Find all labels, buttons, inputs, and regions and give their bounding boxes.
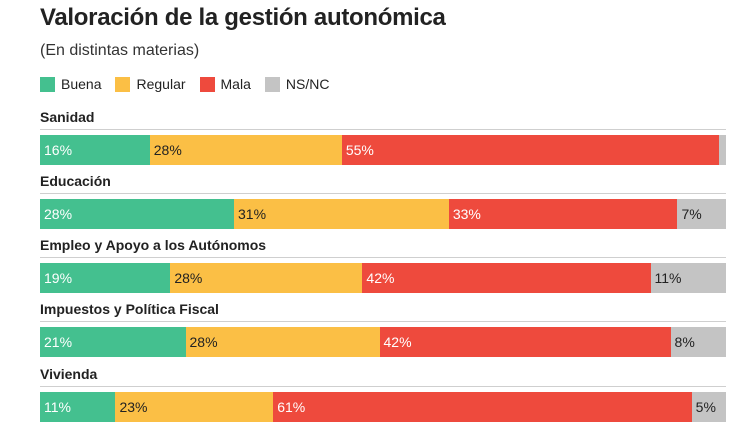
data-label: 55%	[345, 142, 374, 158]
legend-item-regular: Regular	[115, 76, 186, 92]
legend-swatch-nsnc	[264, 76, 280, 92]
row-divider	[40, 129, 726, 130]
stacked-bar: 16% 28% 55%	[40, 135, 726, 165]
bar-segment-mala: 42%	[362, 263, 651, 293]
bar-segment-buena: 21%	[40, 327, 186, 357]
data-label: 11%	[44, 399, 71, 415]
data-label: 28%	[44, 206, 73, 222]
bar-row-impuestos-y-politica-fiscal: Impuestos y Política Fiscal 21% 28% 42% 8%	[40, 300, 726, 357]
data-label: 61%	[277, 399, 306, 415]
row-divider	[40, 193, 726, 194]
data-label: 7%	[681, 206, 702, 222]
chart-title: Valoración de la gestión autonómica	[40, 4, 446, 31]
stacked-bar: 11% 23% 61% 5%	[40, 392, 726, 422]
category-label: Empleo y Apoyo a los Autónomos	[40, 237, 267, 253]
bar-segment-ns-nc: 11%	[650, 263, 726, 293]
legend-swatch-regular	[115, 76, 131, 92]
bar-segment-mala: 42%	[379, 327, 671, 357]
stacked-bar: 19% 28% 42% 11%	[40, 263, 726, 293]
bar-segment-ns-nc	[719, 135, 726, 165]
bar-row-vivienda: Vivienda 11% 23% 61% 5%	[40, 365, 726, 422]
bar-segment-regular: 28%	[185, 327, 380, 357]
bar-segment-buena: 16%	[40, 135, 150, 165]
data-label: 23%	[119, 399, 148, 415]
legend-label-buena: Buena	[61, 76, 102, 92]
data-label: 33%	[452, 206, 481, 222]
bar-segment-buena: 19%	[40, 263, 171, 293]
bar-segment-mala: 55%	[341, 135, 720, 165]
category-label: Impuestos y Política Fiscal	[40, 301, 219, 317]
chart-subtitle: (En distintas materias)	[40, 42, 200, 59]
category-label: Vivienda	[40, 366, 98, 382]
data-label: 11%	[654, 270, 682, 286]
data-label: 5%	[695, 399, 716, 415]
data-label: 42%	[366, 270, 395, 286]
data-label: 28%	[174, 270, 203, 286]
category-label: Educación	[40, 173, 111, 189]
bar-row-sanidad: Sanidad 16% 28% 55%	[40, 108, 726, 165]
legend-label-nsnc: NS/NC	[285, 76, 330, 92]
data-label: 16%	[44, 142, 73, 158]
bar-segment-regular: 23%	[115, 392, 274, 422]
bar-segment-buena: 11%	[40, 392, 116, 422]
row-divider	[40, 257, 726, 258]
legend-swatch-mala	[199, 76, 215, 92]
legend-label-regular: Regular	[136, 76, 186, 92]
category-label: Sanidad	[40, 109, 95, 125]
bar-row-empleo-y-apoyo-a-los-autonomos: Empleo y Apoyo a los Autónomos 19% 28% 42% 1…	[40, 236, 726, 293]
data-label: 8%	[674, 334, 695, 350]
data-label: 19%	[44, 270, 73, 286]
data-label: 28%	[153, 142, 182, 158]
data-label: 21%	[44, 334, 73, 350]
bar-segment-ns-nc: 7%	[677, 199, 726, 229]
bar-segment-ns-nc: 5%	[691, 392, 726, 422]
bar-row-educacion: Educación 28% 31% 33% 7%	[40, 172, 726, 229]
legend-label-mala: Mala	[220, 76, 251, 92]
bar-segment-ns-nc: 8%	[670, 327, 726, 357]
bar-segment-regular: 28%	[170, 263, 363, 293]
bar-segment-regular: 31%	[234, 199, 449, 229]
legend-item-buena: Buena	[40, 76, 101, 92]
data-label: 42%	[383, 334, 412, 350]
legend-item-nsnc: NS/NC	[264, 76, 330, 92]
legend-item-mala: Mala	[199, 76, 251, 92]
bar-segment-mala: 33%	[448, 199, 678, 229]
stacked-bar: 28% 31% 33% 7%	[40, 199, 726, 229]
data-label: 31%	[238, 206, 267, 222]
data-label: 28%	[189, 334, 218, 350]
bar-segment-buena: 28%	[40, 199, 235, 229]
stacked-bar: 21% 28% 42% 8%	[40, 327, 726, 357]
legend-swatch-buena	[40, 76, 55, 92]
row-divider	[40, 386, 726, 387]
row-divider	[40, 321, 726, 322]
bar-segment-mala: 61%	[273, 392, 692, 422]
legend: Buena Regular Mala NS/NC	[40, 75, 343, 93]
bar-segment-regular: 28%	[149, 135, 342, 165]
